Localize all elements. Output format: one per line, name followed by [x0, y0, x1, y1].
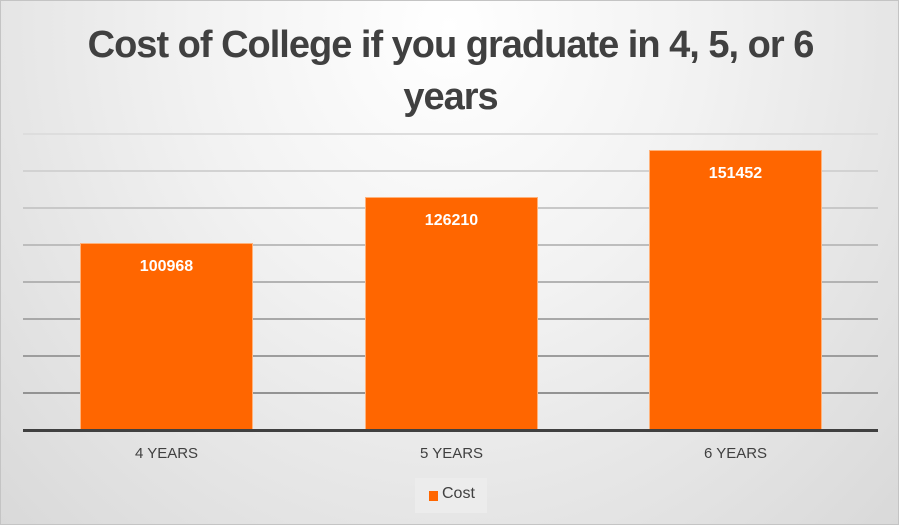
data-label: 126210 [424, 211, 479, 229]
chart-title-line-2: years [403, 76, 498, 118]
data-label: 151452 [708, 164, 763, 182]
legend-swatch-icon [429, 491, 438, 501]
bar: 126210 [365, 196, 538, 430]
gridline [23, 170, 878, 172]
chart-title: Cost of College if you graduate in 4, 5,… [1, 19, 899, 123]
bar: 151452 [649, 149, 822, 430]
bar: 100968 [80, 243, 253, 430]
x-axis-tick-label: 6 YEARS [703, 445, 768, 462]
legend: Cost [415, 478, 487, 513]
x-axis-line [23, 429, 878, 432]
x-axis-tick-label: 4 YEARS [134, 445, 199, 462]
chart-title-line-1: Cost of College if you graduate in 4, 5,… [87, 24, 815, 66]
gridline [23, 133, 878, 135]
data-label: 100968 [139, 258, 194, 276]
x-axis-tick-label: 5 YEARS [419, 445, 484, 462]
legend-label: Cost [442, 485, 475, 502]
